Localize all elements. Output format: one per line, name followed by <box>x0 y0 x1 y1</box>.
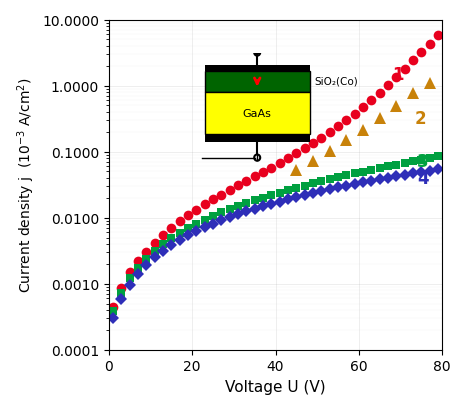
Text: 1: 1 <box>392 66 404 84</box>
X-axis label: Voltage U (V): Voltage U (V) <box>225 379 326 394</box>
Y-axis label: Current density j  $(10^{-3}$ A/cm$^2)$: Current density j $(10^{-3}$ A/cm$^2)$ <box>15 78 37 293</box>
Text: 3: 3 <box>417 153 429 171</box>
Text: 2: 2 <box>415 110 427 128</box>
Text: 4: 4 <box>417 169 429 187</box>
